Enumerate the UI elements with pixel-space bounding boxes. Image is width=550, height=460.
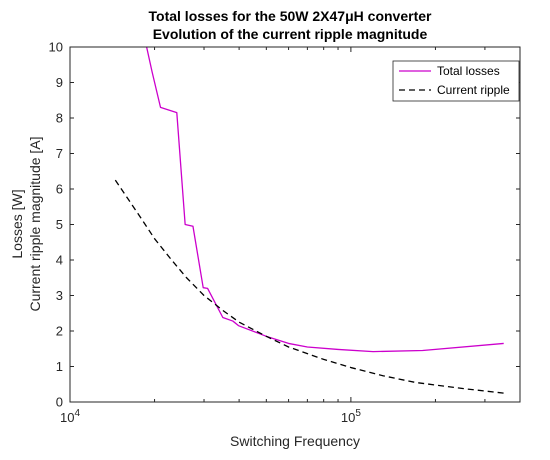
legend-box xyxy=(392,60,520,102)
series-line-total-losses xyxy=(145,47,504,353)
y-tick-label: 7 xyxy=(56,146,63,161)
series-layer xyxy=(114,47,504,394)
chart-title-line-1: Total losses for the 50W 2X47μH converte… xyxy=(149,8,433,24)
y-tick-label: 5 xyxy=(56,217,63,232)
y-axis-label-line-2: Current ripple magnitude [A] xyxy=(27,136,43,311)
y-tick-label: 10 xyxy=(49,40,63,55)
y-axis-ticks: 0 1 2 3 4 5 6 7 8 9 10 xyxy=(49,40,520,410)
y-tick-label: 4 xyxy=(56,253,63,268)
y-tick-label: 0 xyxy=(56,395,63,410)
x-tick-label-base: 10 xyxy=(341,410,355,425)
legend-label-current-ripple: Current ripple xyxy=(437,83,510,97)
x-tick-label: 105 xyxy=(341,408,361,425)
y-tick-label: 8 xyxy=(56,111,63,126)
x-tick-label: 104 xyxy=(60,408,80,425)
y-tick-label: 2 xyxy=(56,324,63,339)
x-tick-label-exponent: 4 xyxy=(74,408,80,419)
y-tick-label: 9 xyxy=(56,75,63,90)
legend: Total losses Current ripple xyxy=(392,60,520,102)
y-tick-label: 1 xyxy=(56,359,63,374)
plot-frame xyxy=(69,46,521,403)
y-tick-label: 6 xyxy=(56,182,63,197)
legend-label-total-losses: Total losses xyxy=(437,64,500,78)
y-axis-label-line-1: Losses [W] xyxy=(9,189,25,258)
x-axis-label: Switching Frequency xyxy=(230,433,360,449)
x-axis-ticks: 104 105 xyxy=(60,47,521,425)
x-tick-label-exponent: 5 xyxy=(355,408,361,419)
y-tick-label: 3 xyxy=(56,288,63,303)
chart-title-line-2: Evolution of the current ripple magnitud… xyxy=(153,26,428,42)
x-tick-label-base: 10 xyxy=(60,410,74,425)
series-line-current-ripple xyxy=(114,179,504,394)
